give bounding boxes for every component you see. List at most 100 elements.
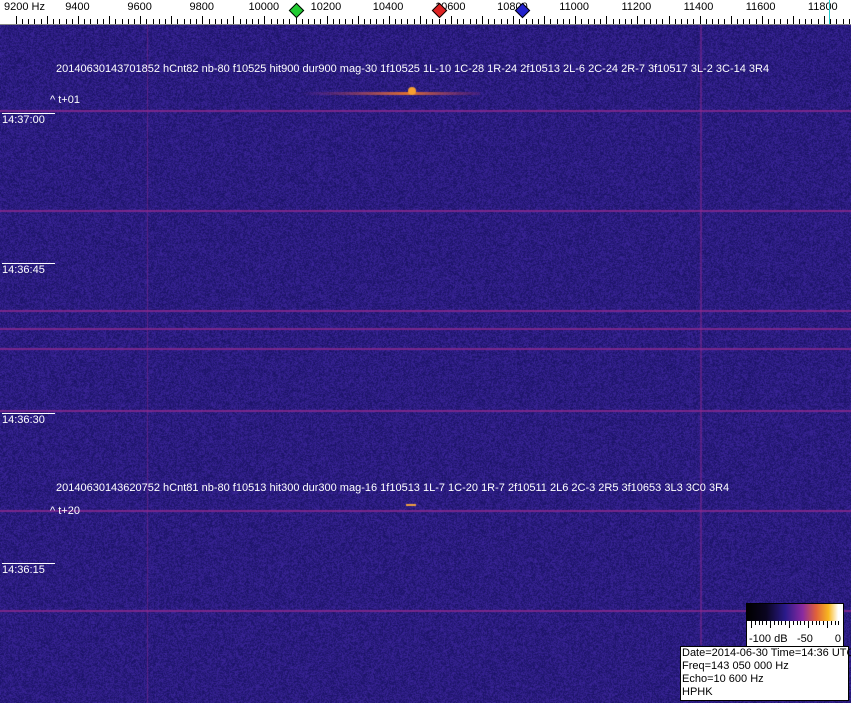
axis-tick xyxy=(581,19,582,24)
cursor-marker-icon[interactable] xyxy=(829,0,830,24)
time-offset-2: ^ t+20 xyxy=(50,505,80,517)
axis-tick xyxy=(364,19,365,24)
color-gradient xyxy=(747,604,843,621)
axis-tick xyxy=(768,19,769,24)
axis-tick xyxy=(526,19,527,24)
axis-tick xyxy=(383,19,384,24)
axis-tick xyxy=(246,19,247,24)
waterfall-display[interactable] xyxy=(0,25,851,703)
axis-tick xyxy=(644,19,645,24)
axis-tick xyxy=(675,19,676,24)
axis-tick xyxy=(196,19,197,24)
axis-tick xyxy=(333,19,334,24)
axis-tick xyxy=(569,19,570,24)
scale-ticks xyxy=(747,621,843,629)
scale-tick xyxy=(812,621,813,625)
frequency-label: 9400 xyxy=(65,1,89,13)
frequency-label: 10000 xyxy=(248,1,279,13)
echo-frequency: Echo=10 600 Hz xyxy=(682,673,848,686)
axis-tick xyxy=(662,19,663,24)
scale-tick xyxy=(816,621,817,625)
scale-tick xyxy=(800,621,801,625)
axis-tick xyxy=(457,19,458,24)
axis-tick xyxy=(140,16,141,24)
axis-tick xyxy=(681,19,682,24)
axis-tick xyxy=(289,19,290,24)
axis-tick xyxy=(743,19,744,24)
scale-tick xyxy=(759,621,760,625)
scale-label-min: -100 dB xyxy=(749,633,788,645)
axis-tick xyxy=(414,19,415,24)
axis-tick xyxy=(327,16,328,24)
scale-tick xyxy=(789,621,790,628)
color-scale-legend: -100 dB -50 0 xyxy=(746,603,844,647)
scale-tick xyxy=(793,621,794,625)
axis-tick xyxy=(737,19,738,24)
time-label: 14:36:45 xyxy=(2,263,55,276)
axis-tick xyxy=(550,19,551,24)
axis-tick xyxy=(407,19,408,24)
axis-tick xyxy=(712,19,713,24)
axis-tick xyxy=(72,19,73,24)
axis-tick xyxy=(507,19,508,24)
axis-tick xyxy=(22,19,23,24)
green-marker-icon[interactable] xyxy=(288,3,304,19)
axis-tick xyxy=(650,19,651,24)
scale-tick xyxy=(755,621,756,625)
station-name: HPHK xyxy=(682,686,848,699)
axis-tick xyxy=(519,19,520,24)
axis-tick xyxy=(240,19,241,24)
scale-tick xyxy=(831,621,832,625)
scale-tick xyxy=(804,621,805,625)
axis-tick xyxy=(426,19,427,24)
axis-tick xyxy=(233,16,234,24)
axis-tick xyxy=(563,19,564,24)
axis-tick xyxy=(619,19,620,24)
axis-tick xyxy=(401,19,402,24)
axis-tick xyxy=(128,19,129,24)
axis-tick xyxy=(718,19,719,24)
axis-tick xyxy=(476,19,477,24)
axis-tick xyxy=(41,19,42,24)
scale-tick xyxy=(797,621,798,625)
axis-tick xyxy=(700,16,701,24)
axis-tick xyxy=(843,19,844,24)
axis-tick xyxy=(59,19,60,24)
axis-tick xyxy=(97,19,98,24)
date-time: Date=2014-06-30 Time=14:36 UTC xyxy=(682,647,848,660)
scale-tick xyxy=(835,621,836,625)
axis-tick xyxy=(28,19,29,24)
axis-tick xyxy=(439,19,440,24)
frequency-label: 11800 xyxy=(808,1,838,13)
axis-tick xyxy=(588,19,589,24)
axis-tick xyxy=(774,19,775,24)
axis-tick xyxy=(320,19,321,24)
axis-tick xyxy=(302,19,303,24)
frequency-label: 10400 xyxy=(373,1,404,13)
axis-tick xyxy=(756,19,757,24)
time-offset-1: ^ t+01 xyxy=(50,94,80,106)
axis-tick xyxy=(264,16,265,24)
scale-tick xyxy=(774,621,775,625)
axis-tick xyxy=(345,19,346,24)
axis-tick xyxy=(613,19,614,24)
axis-tick xyxy=(314,19,315,24)
axis-tick xyxy=(836,19,837,24)
axis-tick xyxy=(501,19,502,24)
axis-tick xyxy=(544,16,545,24)
axis-tick xyxy=(47,16,48,24)
scale-tick xyxy=(781,621,782,625)
detection-annotation-2: 20140630143620752 hCnt81 nb-80 f10513 hi… xyxy=(56,482,729,494)
axis-tick xyxy=(202,16,203,24)
scale-tick xyxy=(778,621,779,625)
axis-tick xyxy=(637,16,638,24)
axis-tick xyxy=(283,19,284,24)
axis-tick xyxy=(339,19,340,24)
axis-tick xyxy=(252,19,253,24)
axis-tick xyxy=(432,19,433,24)
axis-unit-label: 9200 Hz xyxy=(4,1,45,13)
scale-tick xyxy=(823,621,824,625)
axis-tick xyxy=(209,19,210,24)
spectrogram-window: 9200 Hz 9400 9600 9800 10000 10200 10400 10600… xyxy=(0,0,851,703)
axis-tick xyxy=(706,19,707,24)
